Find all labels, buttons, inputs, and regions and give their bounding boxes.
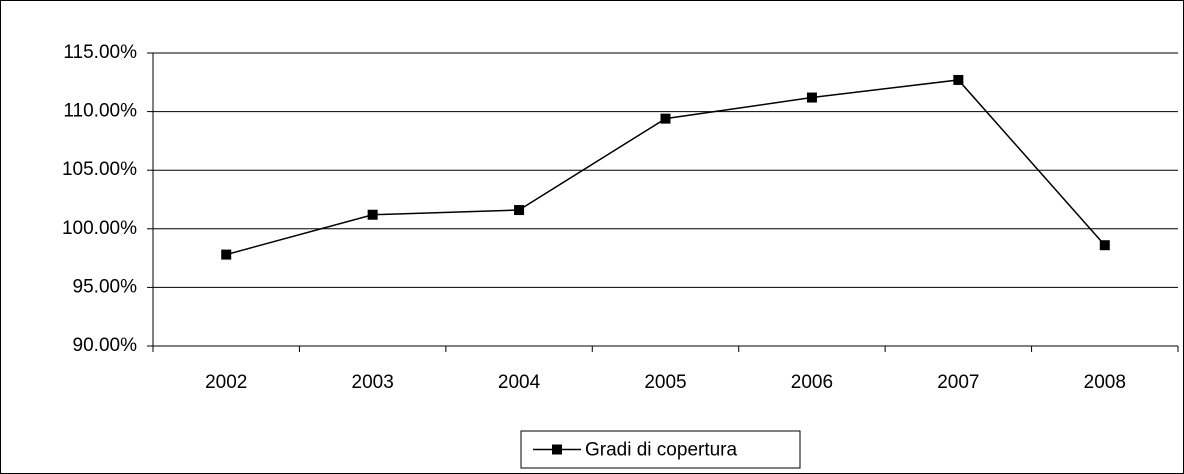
data-point bbox=[221, 249, 232, 260]
data-point bbox=[660, 113, 671, 124]
y-tick-label: 100.00% bbox=[62, 218, 137, 239]
y-tick-label: 110.00% bbox=[63, 101, 137, 122]
data-point bbox=[806, 92, 817, 103]
legend-label: Gradi di copertura bbox=[585, 440, 738, 461]
x-tick-label: 2007 bbox=[937, 372, 979, 393]
y-tick-label: 115.00% bbox=[63, 42, 137, 63]
data-point bbox=[953, 74, 964, 85]
x-tick-label: 2004 bbox=[498, 372, 541, 393]
y-tick-label: 90.00% bbox=[73, 335, 138, 356]
data-point bbox=[514, 205, 525, 216]
x-tick-label: 2006 bbox=[791, 372, 833, 393]
y-tick-label: 95.00% bbox=[73, 276, 138, 297]
x-tick-label: 2003 bbox=[352, 372, 394, 393]
x-tick-label: 2008 bbox=[1084, 372, 1126, 393]
data-point bbox=[1099, 240, 1110, 251]
data-point bbox=[367, 209, 378, 220]
x-tick-label: 2005 bbox=[644, 372, 686, 393]
legend-marker bbox=[552, 444, 562, 455]
y-tick-label: 105.00% bbox=[62, 159, 137, 180]
x-tick-label: 2002 bbox=[205, 372, 247, 393]
